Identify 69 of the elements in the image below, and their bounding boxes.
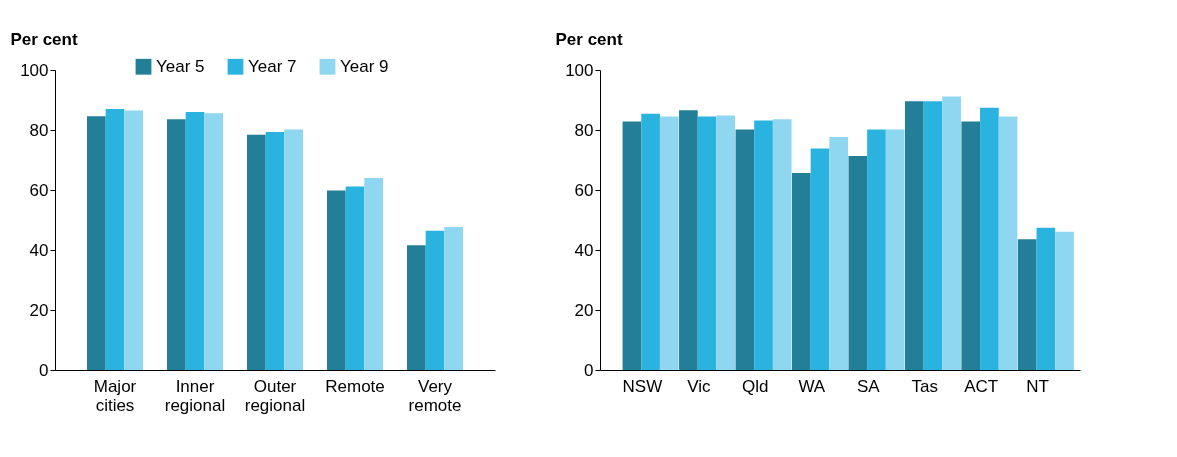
bar [754, 120, 773, 370]
x-tick-label: Very remote [408, 376, 462, 415]
bar [1055, 231, 1074, 370]
bar [961, 121, 981, 370]
bar [444, 226, 463, 370]
x-tick-label: Vic [687, 376, 711, 396]
x-tick-label: Tas [911, 376, 938, 396]
x-tick-label: Major cities [93, 376, 137, 415]
bar [204, 113, 223, 370]
y-axis-title: Per cent [555, 29, 623, 49]
bar [407, 245, 426, 370]
bar [167, 119, 186, 370]
bar [885, 129, 905, 370]
bar [345, 186, 365, 370]
y-tick-label: 100 [565, 60, 594, 80]
bar [641, 113, 660, 370]
legend-label: Year 9 [340, 56, 389, 76]
bar [867, 129, 886, 370]
bar [87, 116, 106, 370]
legend-label: Year 7 [248, 56, 297, 76]
y-tick-label: 20 [29, 300, 49, 320]
y-axis-title: Per cent [10, 29, 78, 49]
y-tick-label: 20 [574, 300, 594, 320]
bar [659, 116, 679, 370]
bar [425, 230, 445, 370]
y-tick-label: 60 [29, 180, 49, 200]
bar [679, 110, 698, 370]
y-tick-label: 0 [584, 360, 594, 380]
bar [716, 115, 736, 370]
bar [942, 96, 961, 370]
x-tick-label: WA [798, 376, 826, 396]
y-tick-label: 80 [574, 120, 594, 140]
bar [772, 119, 792, 370]
bar [998, 116, 1018, 370]
x-tick-label: Inner regional [164, 376, 226, 415]
x-tick-label: Outer regional [244, 376, 306, 415]
bar [735, 129, 755, 370]
y-tick-label: 60 [574, 180, 594, 200]
bar [1017, 239, 1037, 370]
bar [792, 172, 811, 370]
bar [284, 129, 303, 370]
x-tick-label: Remote [325, 376, 385, 396]
x-tick-label: NT [1026, 376, 1049, 396]
y-tick-label: 40 [29, 240, 49, 260]
x-tick-label: NSW [622, 376, 663, 396]
bar [810, 148, 830, 370]
bar [185, 112, 205, 370]
bar [247, 134, 266, 370]
bar [697, 116, 717, 370]
bar [105, 109, 125, 370]
bar [1036, 227, 1056, 370]
y-tick-label: 0 [39, 360, 49, 380]
x-tick-label: SA [856, 376, 881, 396]
bar [848, 156, 868, 370]
bar [923, 101, 943, 370]
y-tick-label: 40 [574, 240, 594, 260]
bar [265, 132, 285, 370]
bar [124, 110, 143, 370]
bar [364, 178, 383, 370]
y-tick-label: 100 [20, 60, 49, 80]
y-tick-label: 80 [29, 120, 49, 140]
bar [980, 107, 999, 370]
bar [829, 136, 848, 370]
bar [327, 190, 346, 370]
x-tick-label: Qld [742, 376, 769, 396]
legend-label: Year 5 [156, 56, 205, 76]
bar [904, 101, 924, 370]
x-tick-label: ACT [964, 376, 999, 396]
bar [622, 121, 642, 370]
